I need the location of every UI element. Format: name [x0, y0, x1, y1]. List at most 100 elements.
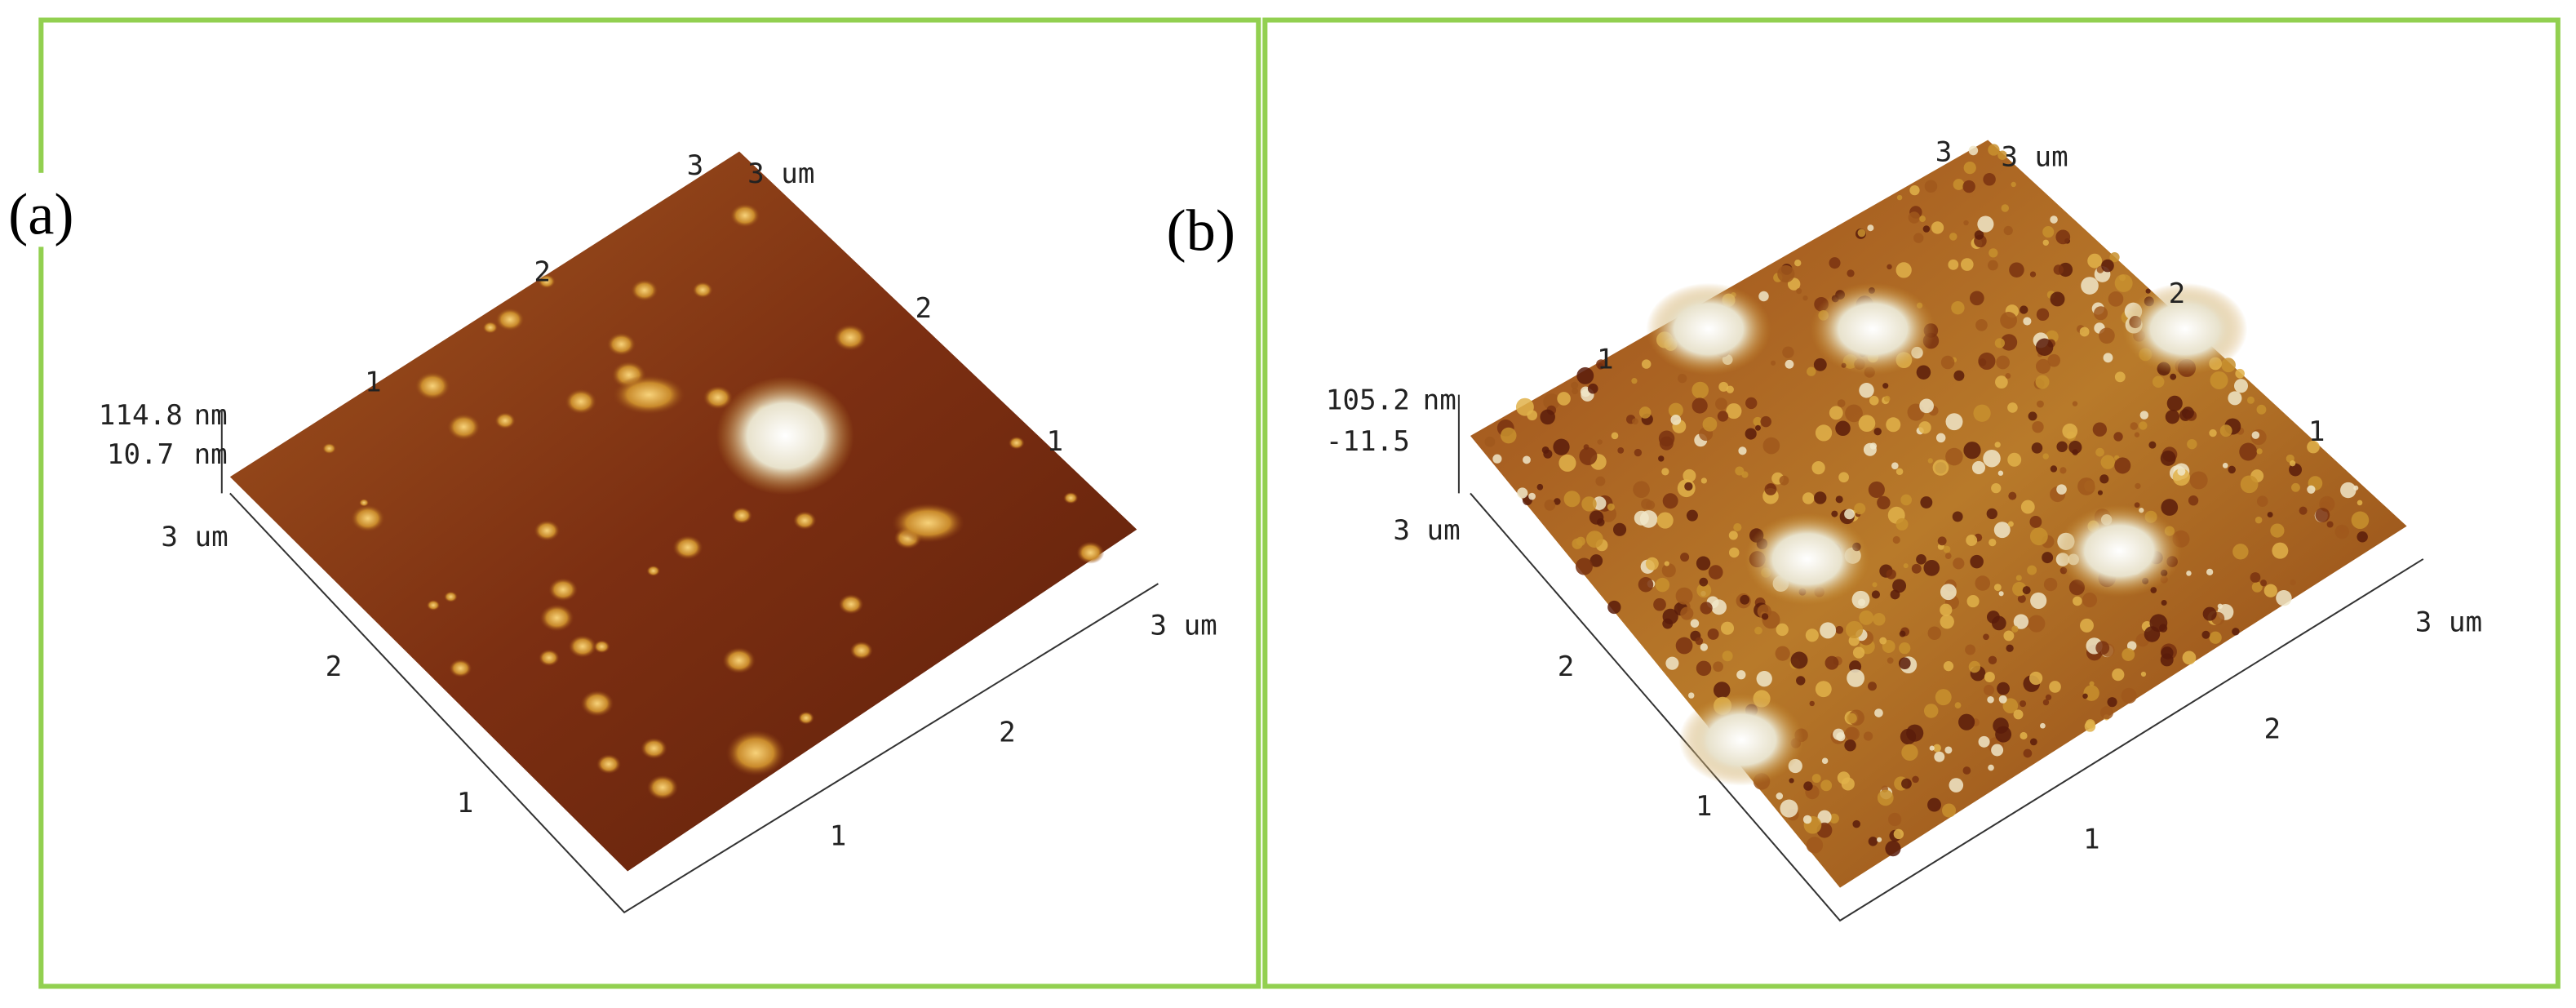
label-bg	[1159, 189, 1253, 264]
grain	[1896, 194, 1903, 201]
grain	[1953, 557, 1965, 570]
panel-label: (a)	[8, 180, 73, 246]
grain	[1700, 477, 1707, 484]
grain	[1995, 726, 2012, 743]
grain	[2351, 511, 2370, 530]
grain	[2087, 253, 2103, 269]
grain	[1678, 374, 1687, 384]
panel-label: (b)	[1167, 197, 1236, 263]
grain	[1571, 381, 1579, 389]
grain	[2240, 475, 2259, 494]
axis-label: 1	[2308, 415, 2325, 448]
grain	[2042, 552, 2054, 564]
grain	[2015, 575, 2022, 581]
grain	[1995, 375, 2008, 389]
grain	[1991, 744, 2004, 757]
axis-label: 2	[2263, 713, 2281, 745]
bump	[482, 321, 499, 334]
grain	[2047, 353, 2061, 367]
grain	[1903, 563, 1909, 569]
grain	[2032, 420, 2044, 433]
peak	[2056, 504, 2182, 597]
grain	[2166, 395, 2183, 411]
grain	[2036, 308, 2050, 322]
grain	[2028, 671, 2043, 686]
grain	[1975, 319, 1988, 331]
grain	[1940, 603, 1953, 616]
bump	[797, 711, 814, 725]
grain	[1662, 493, 1678, 509]
grain	[2099, 474, 2109, 484]
grain	[2307, 485, 2316, 494]
grain	[1527, 410, 1538, 421]
grain	[1658, 455, 1665, 462]
grain	[2263, 584, 2277, 597]
bump	[646, 775, 679, 800]
grain	[1754, 626, 1762, 635]
grain	[2035, 375, 2050, 389]
grain	[2042, 226, 2055, 238]
grain	[2097, 490, 2103, 495]
grain	[1779, 475, 1789, 486]
peak	[1745, 513, 1870, 606]
grain	[1806, 837, 1824, 854]
grain	[2202, 606, 2217, 621]
bump	[692, 282, 713, 299]
grain	[1760, 415, 1771, 428]
grain	[1998, 695, 2007, 704]
axis-labels: 3 3 um 2 1 2 1 114.8 nm 10.7 nm 3 um 2 1 3 um 2 1 3 3 um 1…	[99, 136, 2482, 856]
grain	[1726, 403, 1742, 420]
grain	[2017, 594, 2026, 603]
grain	[1933, 744, 1941, 753]
grain	[1963, 162, 1976, 175]
grain	[1809, 700, 1815, 707]
bump	[580, 690, 614, 717]
grain	[2172, 468, 2190, 486]
grain	[2289, 463, 2303, 477]
grain	[2139, 411, 2149, 420]
grain	[1807, 366, 1816, 376]
grain	[1960, 258, 1974, 271]
grain	[1645, 557, 1659, 571]
grain	[2170, 373, 2177, 380]
grain	[1885, 841, 1901, 857]
grain	[1544, 500, 1556, 511]
grain	[2011, 625, 2019, 633]
grain	[1536, 483, 1544, 491]
grain	[2003, 225, 2013, 236]
grain	[1796, 676, 1806, 686]
bump	[568, 635, 597, 658]
axis-label: nm	[1423, 384, 1456, 417]
grain	[1815, 424, 1833, 442]
peak	[1810, 282, 1935, 375]
grain	[2023, 317, 2032, 326]
grain	[1891, 462, 1899, 469]
grain	[2130, 422, 2139, 430]
grain	[2256, 404, 2267, 415]
axis-label: nm	[194, 399, 228, 432]
grain	[2134, 432, 2140, 437]
axis-label: 1	[2083, 823, 2100, 855]
grain	[2139, 421, 2148, 430]
grain	[2267, 512, 2273, 518]
grain	[1713, 682, 1731, 699]
grain	[1745, 428, 1757, 440]
grain	[2020, 731, 2028, 740]
grain	[1858, 415, 1876, 433]
grain	[1753, 416, 1762, 426]
grain	[1927, 797, 1941, 812]
grain	[2035, 358, 2051, 374]
bump	[548, 578, 578, 602]
axis-label: 2	[2169, 278, 2186, 310]
grain	[1847, 713, 1857, 724]
grain	[2006, 644, 2014, 652]
grain	[1993, 522, 2011, 539]
grain	[1579, 447, 1598, 466]
grain	[2101, 259, 2114, 273]
grain	[2108, 291, 2124, 307]
grain	[1997, 682, 2010, 695]
bump	[1063, 491, 1079, 504]
grain	[2042, 699, 2050, 706]
axis-label: 3 um	[2001, 141, 2068, 174]
